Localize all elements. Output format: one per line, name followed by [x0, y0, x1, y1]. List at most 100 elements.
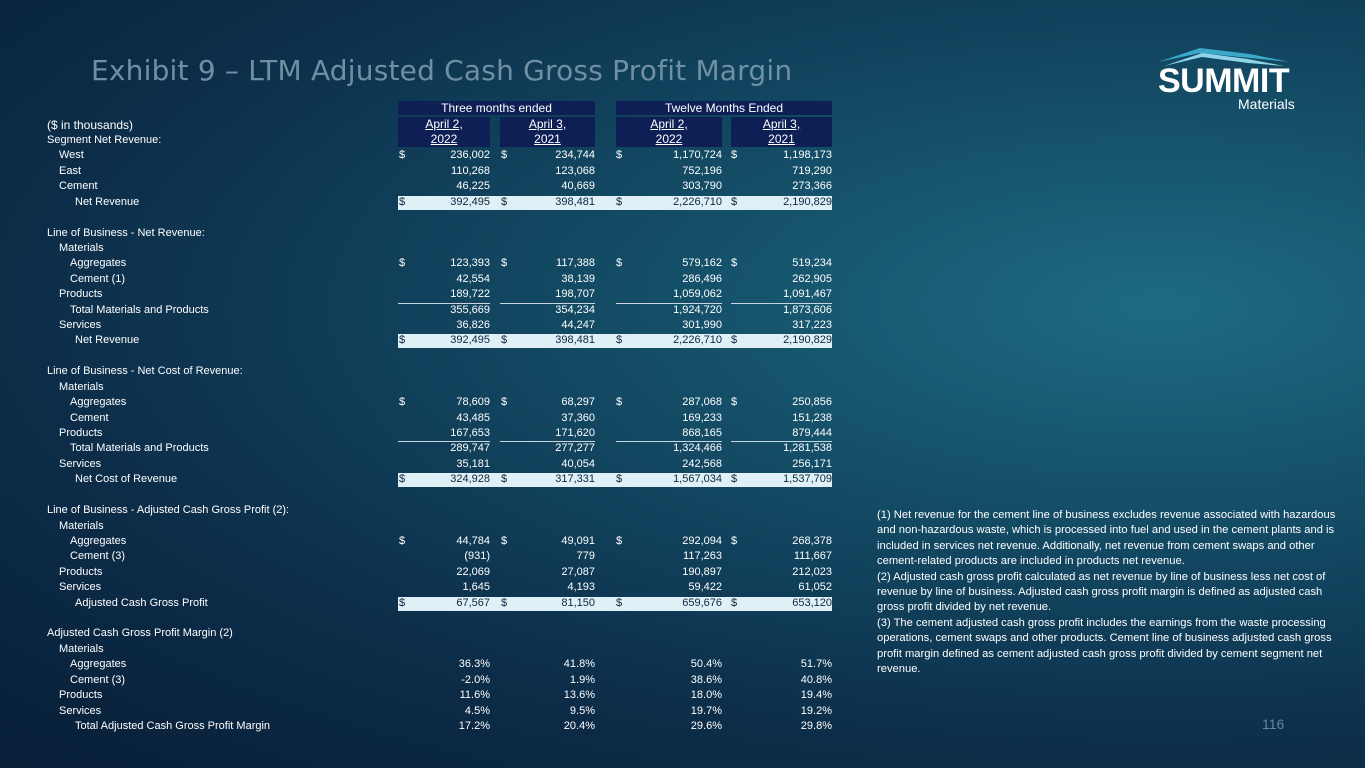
table-cell: 68,297	[561, 396, 595, 409]
table-row: Line of Business - Net Cost of Revenue:	[0, 365, 835, 379]
table-row	[0, 350, 835, 364]
table-row: Services 4.5% 9.5% 19.7% 19.2%	[0, 705, 835, 719]
table-row: Cement (3) (931) 779 117,263 111,667	[0, 550, 835, 564]
dollar-sign: $	[731, 596, 738, 609]
row-label: Materials	[59, 241, 104, 254]
table-cell: 35,181	[456, 457, 490, 470]
table-cell: 40,054	[561, 457, 595, 470]
table-row: Aggregates 36.3% 41.8% 50.4% 51.7%	[0, 658, 835, 672]
table-cell: 303,790	[682, 180, 722, 193]
table-cell: 22,069	[456, 565, 490, 578]
col-header-4: April 3, 2021	[731, 117, 832, 147]
table-cell: 67,567	[456, 596, 490, 609]
table-row: Materials	[0, 520, 835, 534]
table-cell: 4,193	[567, 581, 595, 594]
dollar-sign: $	[501, 396, 508, 409]
table-cell: 44,247	[561, 319, 595, 332]
dollar-sign: $	[616, 334, 623, 347]
row-label: Cement (1)	[70, 272, 126, 285]
table-cell: 117,388	[556, 257, 595, 270]
row-label: Net Revenue	[75, 195, 140, 208]
table-row: Total Adjusted Cash Gross Profit Margin 1…	[0, 720, 835, 734]
table-cell: 242,568	[682, 457, 722, 470]
table-cell: 1,059,062	[673, 288, 722, 301]
table-cell: 868,165	[682, 426, 722, 439]
table-cell: 1.9%	[569, 673, 595, 686]
table-cell: 151,238	[792, 411, 832, 424]
twelve-months-header: Twelve Months Ended	[616, 101, 832, 115]
table-row	[0, 211, 835, 225]
table-cell: 1,324,466	[616, 441, 722, 454]
table-cell: 1,281,538	[731, 441, 832, 454]
table-cell: 111,667	[793, 550, 832, 563]
row-label: East	[59, 164, 82, 177]
table-row	[0, 489, 835, 503]
table-cell: 256,171	[792, 457, 832, 470]
table-cell: 117,263	[683, 550, 722, 563]
table-cell: 13.6%	[563, 689, 595, 702]
row-label: Segment Net Revenue:	[47, 134, 162, 146]
row-label: Adjusted Cash Gross Profit Margin (2)	[47, 627, 233, 640]
table-row: Materials	[0, 242, 835, 256]
table-row: Aggregates $44,784 $49,091 $292,094 $268,378	[0, 535, 835, 549]
table-cell: 42,554	[456, 272, 490, 285]
table-row: Net Revenue $392,495 $398,481 $2,226,710 $2,…	[0, 195, 835, 210]
table-cell: 236,002	[450, 149, 490, 162]
table-cell: 1,170,724	[673, 149, 722, 162]
page-number: 116	[1262, 716, 1285, 732]
table-cell: 292,094	[682, 534, 722, 547]
table-row: Products 22,069 27,087 190,897 212,023	[0, 566, 835, 580]
table-cell: 110,268	[451, 164, 490, 177]
dollar-sign: $	[501, 195, 508, 208]
table-row: West $236,002 $234,744 $1,170,724 $1,198,173	[0, 149, 835, 163]
table-cell: 49,091	[561, 534, 595, 547]
total-highlight	[398, 334, 832, 349]
table-cell: 1,873,606	[731, 302, 832, 316]
row-label: Line of Business - Adjusted Cash Gross P…	[47, 504, 290, 517]
dollar-sign: $	[501, 473, 508, 486]
row-label: Cement	[59, 180, 98, 193]
table-row: Services 1,645 4,193 59,422 61,052	[0, 581, 835, 595]
table-cell: 51.7%	[800, 658, 832, 671]
dollar-sign: $	[616, 149, 623, 162]
table-cell: 171,620	[555, 426, 595, 439]
table-cell: 212,023	[792, 565, 832, 578]
row-label: Net Revenue	[75, 334, 140, 347]
total-highlight	[398, 473, 832, 488]
table-row: Net Cost of Revenue $324,928 $317,331 $1,56…	[0, 473, 835, 488]
table-row: Services 36,826 44,247 301,990 317,223	[0, 319, 835, 333]
table-cell: 2,226,710	[673, 334, 722, 347]
table-cell: 59,422	[688, 581, 722, 594]
row-label: Total Materials and Products	[70, 303, 209, 316]
total-highlight	[398, 596, 832, 611]
table-cell: -2.0%	[461, 673, 490, 686]
row-label: Aggregates	[70, 658, 127, 671]
dollar-sign: $	[501, 334, 508, 347]
col-header-year: 2022	[430, 132, 458, 146]
row-label: Aggregates	[70, 534, 127, 547]
dollar-sign: $	[731, 534, 738, 547]
row-label: Aggregates	[70, 396, 127, 409]
table-cell: 317,331	[555, 473, 595, 486]
table-cell: 1,091,467	[783, 288, 832, 301]
table-row: Line of Business - Adjusted Cash Gross P…	[0, 504, 835, 518]
table-cell: 81,150	[561, 596, 595, 609]
dollar-sign: $	[501, 596, 508, 609]
table-row: Materials	[0, 643, 835, 657]
table-cell: 289,747	[398, 441, 490, 454]
dollar-sign: $	[501, 257, 508, 270]
dollar-sign: $	[399, 596, 406, 609]
col-header-1: April 2, 2022	[398, 117, 490, 147]
table-row: Aggregates $78,609 $68,297 $287,068 $250,856	[0, 396, 835, 410]
row-label: Adjusted Cash Gross Profit	[75, 596, 208, 609]
row-label: Materials	[59, 642, 104, 655]
table-cell: 9.5%	[569, 704, 595, 717]
row-label: Products	[59, 689, 103, 702]
table-cell: 268,378	[792, 534, 832, 547]
dollar-sign: $	[616, 534, 623, 547]
row-label: Line of Business - Net Revenue:	[47, 226, 205, 239]
row-label: Aggregates	[70, 257, 127, 270]
table-cell: 167,653	[450, 426, 490, 439]
col-header-date: April 3,	[762, 117, 801, 131]
row-label: Services	[59, 704, 102, 717]
